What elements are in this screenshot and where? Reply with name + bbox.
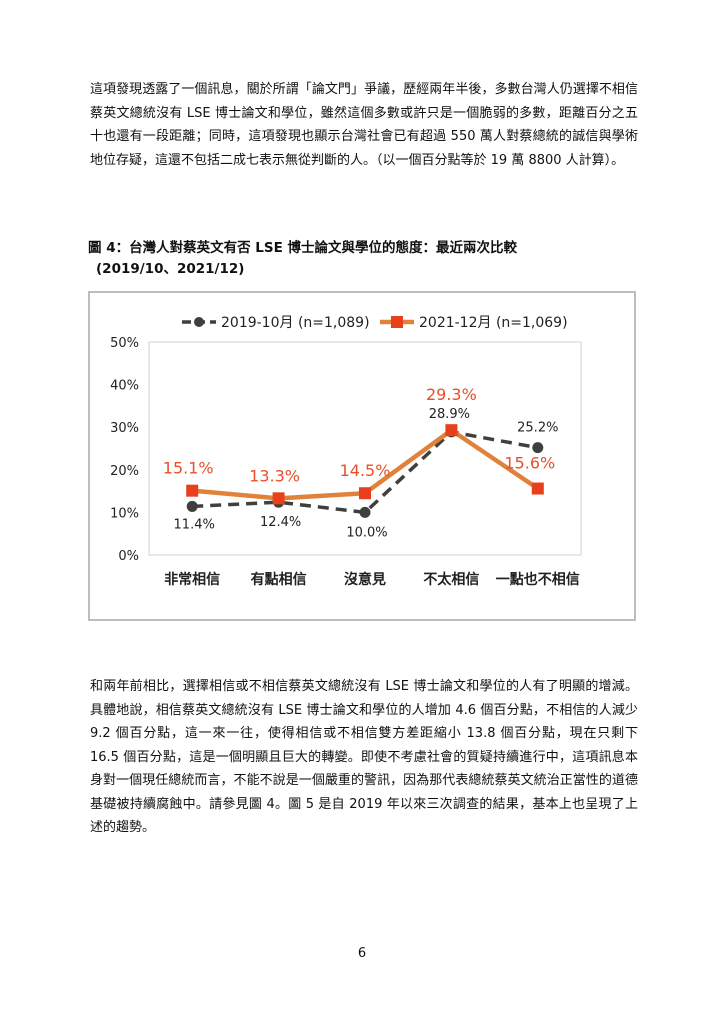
figure-caption: 圖 4：台灣人對蔡英文有否 LSE 博士論文與學位的態度：最近兩次比較 (201… xyxy=(88,238,648,280)
x-category-label: 沒意見 xyxy=(344,571,386,588)
legend-2019-label: 2019-10月 (n=1,089) xyxy=(221,315,370,331)
body-paragraph-1: 這項發現透露了一個訊息，關於所謂「論文門」爭議，歷經兩年半後，多數台灣人仍選擇不… xyxy=(90,82,638,168)
body-paragraph-2: 和兩年前相比，選擇相信或不相信蔡英文總統沒有 LSE 博士論文和學位的人有了明顯… xyxy=(90,679,638,835)
series-2019-data-label: 25.2% xyxy=(517,421,558,436)
series-2021-point xyxy=(272,492,285,505)
legend-2019-swatch-marker xyxy=(194,317,204,327)
y-tick-label: 40% xyxy=(110,379,139,394)
x-category-label: 有點相信 xyxy=(251,571,307,588)
x-category-label: 不太相信 xyxy=(423,571,479,588)
y-tick-label: 30% xyxy=(110,421,139,436)
x-category-label: 非常相信 xyxy=(164,571,220,588)
legend-2021-swatch-marker xyxy=(391,316,403,328)
series-2021-point xyxy=(359,487,371,500)
series-2021-data-label: 15.1% xyxy=(163,459,214,478)
y-tick-label: 20% xyxy=(110,464,139,479)
series-2019-point xyxy=(359,506,371,518)
chart-canvas: 0% 10% 20% 30% 40% 50% 非常相信 有點相信 沒意見 不太相信 一點也不相信 11… xyxy=(110,315,582,588)
series-2019-line xyxy=(192,430,539,515)
series-2021-point xyxy=(186,484,199,497)
series-2019-point xyxy=(186,500,198,512)
series-2021-data-label: 29.3% xyxy=(426,385,477,404)
series-2021-data-label: 14.5% xyxy=(340,461,391,480)
y-tick-label: 50% xyxy=(110,336,139,351)
y-tick-label: 0% xyxy=(118,549,139,564)
plot-area-border xyxy=(148,341,582,556)
series-2019-data-label: 12.4% xyxy=(260,515,301,530)
figure-subtitle: (2019/10、2021/12) xyxy=(96,261,245,277)
line-chart: 0% 10% 20% 30% 40% 50% 非常相信 有點相信 沒意見 不太相信 一點也不相信 11… xyxy=(88,291,636,621)
series-2019-point xyxy=(532,442,544,454)
series-2019-data-label: 11.4% xyxy=(174,517,215,532)
figure-title: 圖 4：台灣人對蔡英文有否 LSE 博士論文與學位的態度：最近兩次比較 xyxy=(88,240,518,256)
series-2021-data-label: 13.3% xyxy=(249,466,300,485)
x-category-label: 一點也不相信 xyxy=(496,571,580,588)
series-2021-data-label: 15.6% xyxy=(504,454,555,473)
y-tick-label: 10% xyxy=(110,506,139,521)
page-number: 6 xyxy=(357,946,367,961)
series-2019-data-label: 10.0% xyxy=(346,525,387,540)
series-2021-point xyxy=(445,424,458,437)
series-2019-data-label: 28.9% xyxy=(429,407,470,422)
series-2021-point xyxy=(531,482,544,495)
legend-2021-label: 2021-12月 (n=1,069) xyxy=(419,315,568,331)
